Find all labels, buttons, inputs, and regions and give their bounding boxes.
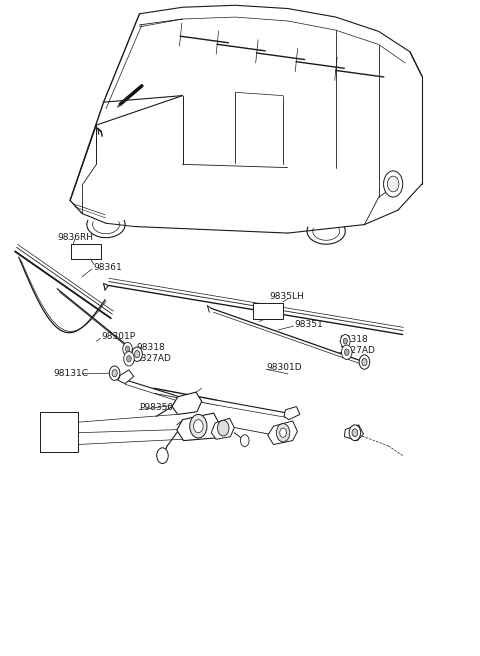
- Text: 98160C: 98160C: [42, 430, 77, 439]
- Circle shape: [340, 335, 350, 348]
- Circle shape: [384, 171, 403, 197]
- Text: 98301P: 98301P: [101, 332, 135, 341]
- Circle shape: [190, 415, 207, 438]
- Text: 98131C: 98131C: [53, 369, 88, 379]
- Circle shape: [344, 349, 349, 356]
- Circle shape: [123, 342, 132, 356]
- Polygon shape: [344, 425, 363, 441]
- Text: P98350: P98350: [140, 403, 174, 413]
- Polygon shape: [284, 407, 300, 420]
- Text: 1327AD: 1327AD: [339, 346, 375, 356]
- Circle shape: [280, 428, 287, 438]
- Text: 98361: 98361: [93, 262, 122, 272]
- Polygon shape: [177, 413, 220, 441]
- Circle shape: [276, 424, 290, 442]
- Circle shape: [127, 356, 132, 362]
- Circle shape: [132, 347, 143, 361]
- Circle shape: [193, 420, 203, 433]
- Circle shape: [341, 345, 352, 359]
- Polygon shape: [118, 370, 134, 384]
- Circle shape: [134, 350, 140, 358]
- Circle shape: [157, 448, 168, 464]
- Text: 98365: 98365: [74, 247, 103, 256]
- Circle shape: [362, 358, 367, 365]
- Circle shape: [125, 346, 130, 352]
- Text: 9836RH: 9836RH: [57, 233, 93, 242]
- FancyBboxPatch shape: [40, 412, 78, 453]
- Text: 98318: 98318: [136, 343, 165, 352]
- Text: 98100H: 98100H: [42, 418, 77, 427]
- Text: 98318: 98318: [339, 335, 368, 344]
- Circle shape: [112, 369, 117, 377]
- Circle shape: [240, 435, 249, 447]
- Circle shape: [387, 176, 399, 192]
- Circle shape: [109, 366, 120, 380]
- Text: 98100: 98100: [42, 441, 71, 450]
- Polygon shape: [268, 421, 298, 445]
- Text: 1327AD: 1327AD: [136, 354, 172, 363]
- Circle shape: [124, 352, 134, 366]
- Circle shape: [343, 338, 348, 344]
- Text: 98355: 98355: [257, 306, 286, 316]
- Text: 98351: 98351: [295, 319, 324, 329]
- Text: 98301D: 98301D: [267, 363, 302, 372]
- Circle shape: [352, 429, 358, 437]
- Text: 9835LH: 9835LH: [270, 292, 304, 301]
- Circle shape: [359, 355, 370, 369]
- FancyBboxPatch shape: [71, 244, 101, 258]
- Circle shape: [349, 425, 360, 441]
- Polygon shape: [172, 392, 202, 415]
- FancyBboxPatch shape: [253, 303, 283, 319]
- Circle shape: [217, 420, 229, 436]
- Polygon shape: [211, 419, 234, 440]
